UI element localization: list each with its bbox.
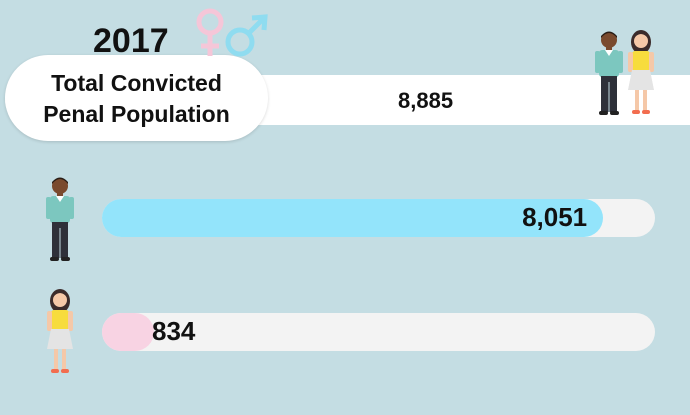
value-label: 8,051 [522,202,588,232]
man-icon [46,177,74,261]
female-symbol [196,8,224,56]
chart-title: 2017 [93,22,169,60]
bar-track [102,313,655,351]
male-symbol [225,14,268,57]
bar [102,313,154,351]
title-bubble [5,55,268,141]
woman-icon [47,289,73,373]
value-label: 834 [152,316,196,346]
total-label: 8,885 [398,88,454,113]
subtitle: Total Convicted Penal Population [43,70,230,127]
bar [102,199,604,237]
